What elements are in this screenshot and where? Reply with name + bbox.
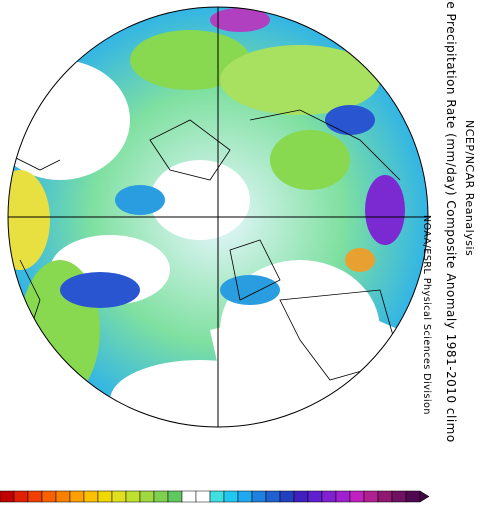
colorbar-swatch bbox=[13, 490, 29, 503]
colorbar-swatch bbox=[223, 490, 239, 503]
colorbar-arrow bbox=[419, 490, 430, 503]
colorbar-swatch bbox=[265, 490, 281, 503]
colorbar-swatch bbox=[125, 490, 141, 503]
title-line2: Surface Precipitation Rate (mm/day) Comp… bbox=[444, 0, 458, 443]
colorbar-swatch bbox=[153, 490, 169, 503]
colorbar bbox=[0, 490, 430, 503]
colorbar-swatch bbox=[321, 490, 337, 503]
colorbar-swatch bbox=[251, 490, 267, 503]
colorbar-swatch bbox=[41, 490, 57, 503]
anomaly-field bbox=[8, 7, 428, 427]
colorbar-swatch bbox=[69, 490, 85, 503]
colorbar-swatch bbox=[279, 490, 295, 503]
colorbar-swatch bbox=[0, 490, 15, 503]
colorbar-swatch bbox=[27, 490, 43, 503]
colorbar-swatch bbox=[349, 490, 365, 503]
colorbar-swatch bbox=[405, 490, 421, 503]
colorbar-swatch bbox=[195, 490, 211, 503]
colorbar-swatch bbox=[97, 490, 113, 503]
colorbar-swatch bbox=[111, 490, 127, 503]
colorbar-swatch bbox=[307, 490, 323, 503]
colorbar-swatch bbox=[139, 490, 155, 503]
colorbar-swatch bbox=[83, 490, 99, 503]
colorbar-swatch bbox=[209, 490, 225, 503]
colorbar-swatch bbox=[293, 490, 309, 503]
colorbar-swatch bbox=[377, 490, 393, 503]
colorbar-swatch bbox=[237, 490, 253, 503]
colorbar-swatch bbox=[363, 490, 379, 503]
colorbar-swatch bbox=[55, 490, 71, 503]
title-line1: NCEP/NCAR Reanalysis bbox=[463, 120, 476, 257]
colorbar-swatch bbox=[181, 490, 197, 503]
colorbar-swatch bbox=[167, 490, 183, 503]
colorbar-swatch bbox=[391, 490, 407, 503]
colorbar-swatch bbox=[335, 490, 351, 503]
credit: NOAA/ESRL Physical Sciences Division bbox=[421, 215, 432, 415]
